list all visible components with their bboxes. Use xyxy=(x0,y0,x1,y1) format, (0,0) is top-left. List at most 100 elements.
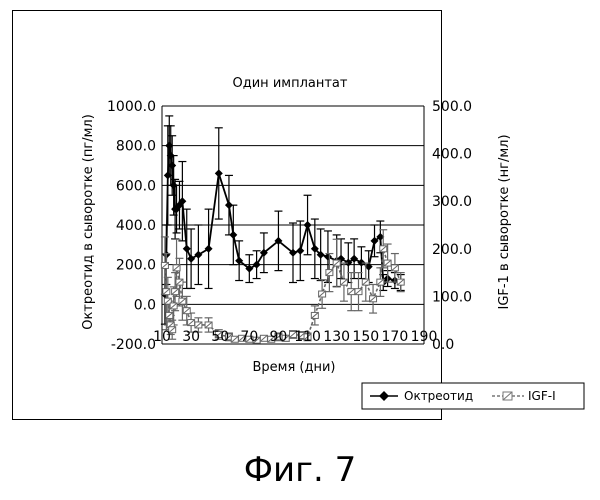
point-1-36 xyxy=(369,295,378,303)
point-0-12 xyxy=(187,254,196,263)
point-0-25 xyxy=(303,221,312,229)
point-0-27 xyxy=(316,250,325,259)
y-right-tick-label-3: 200.0 xyxy=(432,242,472,258)
point-1-3 xyxy=(165,311,174,319)
x-axis-label: Время (дни) xyxy=(252,360,335,375)
point-0-34 xyxy=(364,262,373,271)
y-right-tick-label-4: 100.0 xyxy=(432,289,472,305)
y-left-tick-label-5: 0.0 xyxy=(134,297,156,313)
point-0-11 xyxy=(182,244,191,253)
point-1-1 xyxy=(162,288,171,296)
point-0-2 xyxy=(163,171,172,180)
point-1-10 xyxy=(178,297,187,305)
point-1-13 xyxy=(194,321,203,329)
y-left-tick-label-1: 800.0 xyxy=(116,139,156,155)
point-1-34 xyxy=(354,288,363,296)
point-0-10 xyxy=(178,197,187,206)
point-1-25 xyxy=(289,330,297,338)
legend-igf-label: IGF-I xyxy=(528,389,556,403)
point-0-13 xyxy=(194,250,203,259)
point-1-11 xyxy=(182,307,191,315)
legend-igf-marker xyxy=(502,391,513,401)
y-left-tick-label-0: 1000.0 xyxy=(107,99,156,115)
x-tick-label-7: 150 xyxy=(352,329,379,345)
y-left-tick-label-4: 200.0 xyxy=(116,258,156,274)
point-1-7 xyxy=(171,288,180,296)
figure-caption: Фиг. 7 xyxy=(243,450,357,490)
legend-octreotide-marker xyxy=(379,391,389,401)
point-0-19 xyxy=(245,264,254,273)
point-1-40 xyxy=(390,264,399,272)
point-0-15 xyxy=(214,169,223,178)
point-0-35 xyxy=(370,236,379,245)
series-1 xyxy=(160,229,405,344)
point-0-36 xyxy=(376,232,385,241)
legend: Октреотид IGF-I xyxy=(361,382,585,410)
point-0-3 xyxy=(165,141,174,150)
chart-title: Один имплантат xyxy=(233,76,348,91)
point-0-18 xyxy=(235,256,244,265)
point-1-9 xyxy=(175,278,184,286)
y-axis-left-label: Октреотид в сыворотке (пг/мл) xyxy=(81,114,96,330)
point-0-33 xyxy=(357,258,366,267)
point-1-35 xyxy=(361,278,370,286)
point-1-24 xyxy=(281,334,290,342)
point-1-2 xyxy=(163,297,172,305)
y-axis-right-label: IGF-1 в сыворотке (нг/мл) xyxy=(497,134,512,309)
x-tick-label-8: 170 xyxy=(382,329,409,345)
point-1-32 xyxy=(339,278,348,286)
y-right-tick-label-0: 500.0 xyxy=(432,99,472,115)
point-1-15 xyxy=(214,330,223,338)
legend-octreotide-label: Октреотид xyxy=(404,389,473,403)
x-tick-label-0: 10 xyxy=(153,329,171,345)
point-1-12 xyxy=(187,319,196,327)
point-0-32 xyxy=(350,254,359,263)
x-tick-label-3: 70 xyxy=(240,329,258,345)
axis-ticks: 1000.0800.0600.0400.0200.00.0-200.0500.0… xyxy=(107,99,472,353)
point-1-27 xyxy=(303,333,312,341)
point-1-14 xyxy=(204,321,213,329)
y-left-tick-label-6: -200.0 xyxy=(111,337,156,353)
point-0-4 xyxy=(166,151,175,160)
x-tick-label-1: 30 xyxy=(182,329,200,345)
point-1-28 xyxy=(310,311,319,319)
point-1-33 xyxy=(347,288,356,296)
point-1-31 xyxy=(332,259,341,267)
x-tick-label-4: 90 xyxy=(270,329,288,345)
point-1-37 xyxy=(376,278,385,286)
point-0-14 xyxy=(204,244,213,253)
point-0-31 xyxy=(344,258,353,267)
point-0-24 xyxy=(296,246,305,255)
point-1-39 xyxy=(383,259,392,267)
x-tick-label-2: 50 xyxy=(211,329,229,345)
chart-frame xyxy=(12,10,442,420)
point-1-41 xyxy=(396,278,405,286)
x-tick-label-6: 130 xyxy=(323,329,350,345)
point-0-23 xyxy=(289,248,297,257)
point-1-30 xyxy=(325,269,334,277)
point-1-38 xyxy=(379,245,388,253)
point-0-16 xyxy=(224,201,233,210)
point-0-26 xyxy=(310,244,319,253)
x-tick-label-9: 190 xyxy=(411,329,438,345)
point-0-22 xyxy=(274,236,283,245)
point-1-5 xyxy=(168,326,177,334)
plot-series xyxy=(160,115,405,344)
point-0-21 xyxy=(259,248,268,257)
y-right-tick-label-5: 0.0 xyxy=(432,337,454,353)
point-1-8 xyxy=(172,264,181,272)
legend-box xyxy=(361,382,585,410)
x-tick-label-5: 110 xyxy=(294,329,321,345)
y-right-tick-label-2: 300.0 xyxy=(432,194,472,210)
point-0-17 xyxy=(229,230,238,239)
y-left-tick-label-3: 400.0 xyxy=(116,218,156,234)
point-0-6 xyxy=(169,181,178,190)
point-1-0 xyxy=(160,261,169,269)
y-left-tick-label-2: 600.0 xyxy=(116,178,156,194)
y-right-tick-label-1: 400.0 xyxy=(432,147,472,163)
point-1-17 xyxy=(230,335,239,343)
point-1-6 xyxy=(169,302,178,310)
series-0 xyxy=(160,115,405,325)
point-0-5 xyxy=(168,161,177,170)
